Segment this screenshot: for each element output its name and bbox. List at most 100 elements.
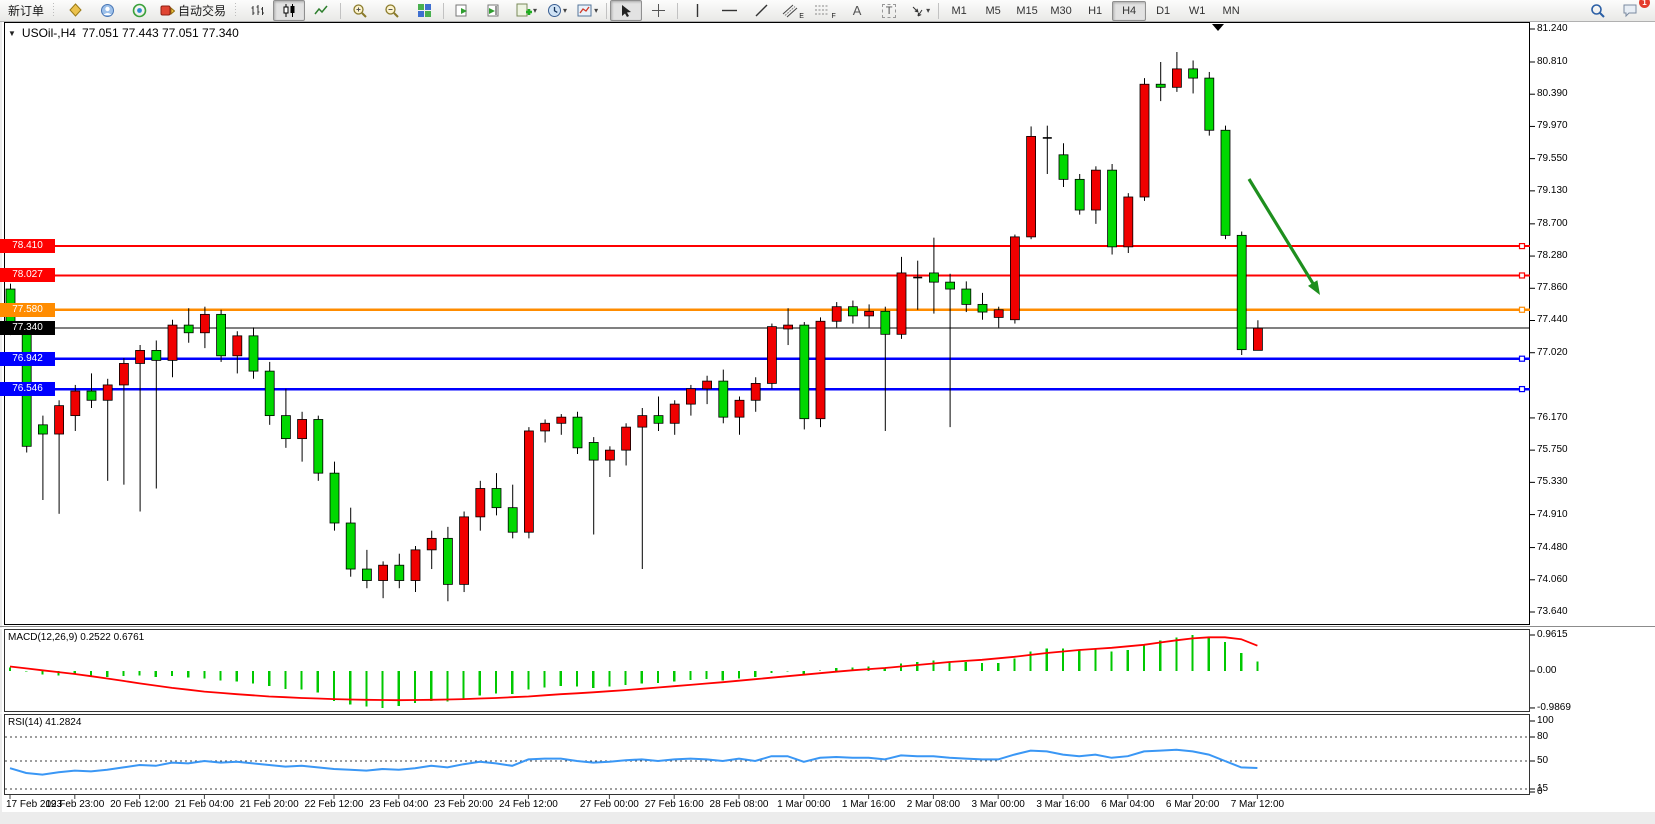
signals-icon[interactable] — [123, 0, 155, 21]
time-axis-label: 24 Feb 12:00 — [498, 799, 558, 810]
toolbar-grip — [52, 3, 57, 18]
time-axis-label: 28 Feb 08:00 — [709, 799, 769, 810]
zoom-out-icon[interactable] — [376, 0, 408, 21]
auto-trading-button[interactable]: 自动交易 — [155, 0, 231, 21]
add-indicator-button[interactable] — [511, 0, 542, 21]
text-a-label: A — [852, 3, 862, 18]
search-icon[interactable] — [1582, 0, 1614, 21]
price-tick-label: 77.440 — [1537, 314, 1568, 326]
price-level-badge: 77.580 — [0, 302, 55, 317]
timeframe-h4[interactable]: H4 — [1112, 0, 1147, 21]
line-chart-mode-icon[interactable] — [305, 0, 337, 21]
chevron-down-icon — [594, 6, 598, 15]
new-order-button[interactable]: 新订单 — [8, 4, 45, 18]
price-tick-label: 73.640 — [1537, 605, 1568, 617]
timeframe-d1[interactable]: D1 — [1156, 4, 1171, 17]
price-tick-label: 80.390 — [1537, 88, 1568, 100]
chart-title: ▼ USOil-,H4 77.051 77.443 77.051 77.340 — [8, 26, 239, 40]
fibonacci-tool-icon[interactable]: F — [809, 0, 841, 21]
symbol-dropdown-icon[interactable]: ▼ — [8, 28, 16, 38]
toolbar-separator — [340, 2, 342, 19]
price-level-badge: 78.027 — [0, 268, 55, 283]
chart-shift-icon[interactable] — [479, 0, 511, 21]
price-tick-label: 80.810 — [1537, 55, 1568, 67]
price-level-badge: 78.410 — [0, 239, 55, 254]
time-axis-label: 2 Mar 08:00 — [906, 799, 961, 810]
time-axis-label: 21 Feb 04:00 — [174, 799, 234, 810]
price-tick-label: 79.130 — [1537, 184, 1568, 196]
community-icon[interactable] — [91, 0, 123, 21]
price-tick-label: 75.750 — [1537, 444, 1568, 456]
toolbar-separator — [443, 2, 445, 19]
rsi-axis-label: 100 — [1537, 715, 1554, 726]
macd-indicator-label: MACD(12,26,9) 0.2522 0.6761 — [8, 632, 145, 643]
price-level-badge: 76.546 — [0, 382, 55, 397]
macd-axis-label: -0.9869 — [1537, 701, 1571, 713]
main-toolbar: 新订单 自动交易 — [0, 0, 1655, 22]
price-tick-label: 76.170 — [1537, 411, 1568, 423]
timeframe-mn[interactable]: MN — [1222, 4, 1240, 17]
zoom-in-icon[interactable] — [344, 0, 376, 21]
text-label-tool-icon[interactable]: T — [873, 0, 905, 21]
auto-scroll-icon[interactable] — [447, 0, 479, 21]
time-axis-label: 3 Mar 00:00 — [971, 799, 1025, 810]
timeframe-m1[interactable]: M1 — [951, 4, 967, 17]
price-tick-label: 77.860 — [1537, 282, 1568, 294]
macd-axis-label: 0.9615 — [1537, 628, 1568, 640]
price-tick-label: 78.700 — [1537, 217, 1568, 229]
fibo-f-label: F — [831, 13, 836, 20]
notification-badge: 1 — [1639, 0, 1650, 8]
ohlc-label: 77.051 77.443 77.051 77.340 — [81, 26, 239, 40]
cursor-tool-icon[interactable] — [610, 0, 643, 21]
time-axis-label: 20 Feb 12:00 — [110, 799, 170, 810]
time-axis-label: 27 Feb 16:00 — [644, 799, 704, 810]
time-axis-label: 3 Mar 16:00 — [1036, 799, 1090, 810]
chevron-down-icon — [533, 6, 537, 15]
candlestick-mode-icon[interactable] — [273, 0, 306, 21]
bar-chart-mode-icon[interactable] — [241, 0, 273, 21]
trendline-tool-icon[interactable] — [745, 0, 777, 21]
time-axis-label: 23 Feb 20:00 — [434, 799, 494, 810]
price-tick-label: 74.910 — [1537, 508, 1568, 520]
template-button[interactable] — [572, 0, 603, 21]
bid-price-badge: 77.340 — [0, 321, 55, 336]
price-tick-label: 75.330 — [1537, 476, 1568, 488]
tile-windows-icon[interactable] — [408, 0, 440, 21]
rsi-axis-label: 0 — [1537, 786, 1543, 797]
time-axis-label: 23 Feb 04:00 — [369, 799, 429, 810]
chevron-down-icon — [563, 6, 567, 15]
rsi-axis-label: 80 — [1537, 731, 1549, 742]
rsi-axis-label: 50 — [1537, 755, 1549, 766]
vertical-line-tool-icon[interactable] — [681, 0, 713, 21]
macd-axis-label: 0.00 — [1537, 665, 1557, 676]
toolbar-separator — [938, 2, 940, 19]
equidistant-channel-tool-icon[interactable]: E — [777, 0, 809, 21]
symbol-period-label: USOil-,H4 — [21, 26, 76, 40]
time-axis-label: 27 Feb 00:00 — [579, 799, 639, 810]
toolbar-separator — [677, 2, 679, 19]
time-axis-label: 22 Feb 12:00 — [304, 799, 364, 810]
timeframe-w1[interactable]: W1 — [1188, 4, 1206, 17]
time-axis-label: 17 Feb 2023 — [6, 799, 63, 810]
crosshair-tool-icon[interactable] — [642, 0, 674, 21]
market-icon[interactable] — [59, 0, 91, 21]
chevron-down-icon — [926, 6, 930, 15]
horizontal-line-tool-icon[interactable] — [713, 0, 745, 21]
arrows-tool-button[interactable] — [905, 0, 935, 21]
text-tool-icon[interactable]: A — [841, 0, 873, 21]
time-axis-label: 21 Feb 20:00 — [239, 799, 299, 810]
timeframe-m30[interactable]: M30 — [1050, 4, 1072, 17]
chat-notification-button[interactable]: 1 — [1614, 0, 1650, 21]
price-tick-label: 74.060 — [1537, 573, 1568, 585]
timeframe-m15[interactable]: M15 — [1016, 4, 1038, 17]
toolbar-separator — [606, 2, 608, 19]
rsi-indicator-label: RSI(14) 41.2824 — [8, 717, 82, 728]
timeframe-m5[interactable]: M5 — [985, 4, 1001, 17]
timeframe-h1[interactable]: H1 — [1088, 4, 1103, 17]
periods-button[interactable] — [542, 0, 572, 21]
price-level-badge: 76.942 — [0, 351, 55, 366]
toolbar-grip — [234, 3, 239, 18]
price-tick-label: 79.970 — [1537, 120, 1568, 132]
